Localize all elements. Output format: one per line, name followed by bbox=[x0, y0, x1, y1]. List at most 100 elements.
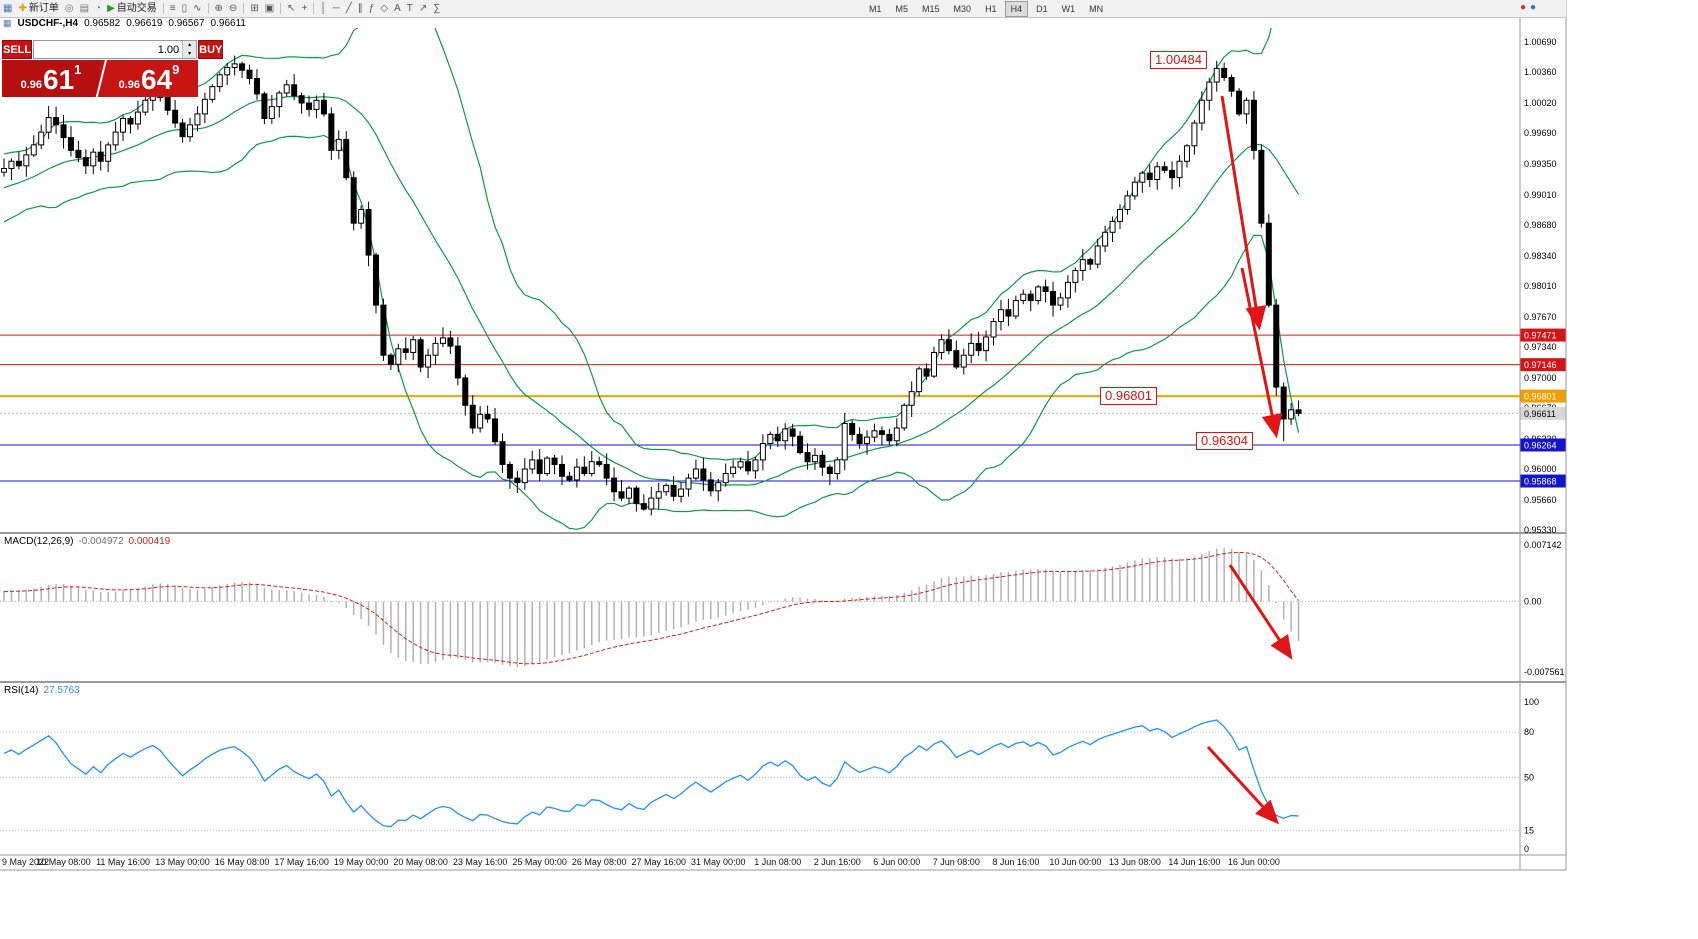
lot-input[interactable] bbox=[34, 41, 182, 58]
horizontal-line-icon[interactable]: ─ bbox=[330, 1, 343, 16]
candle bbox=[753, 460, 758, 471]
macd-trend-arrow[interactable] bbox=[1230, 565, 1290, 656]
candle bbox=[485, 414, 490, 419]
candle bbox=[679, 489, 684, 496]
candle bbox=[1177, 161, 1182, 177]
candle bbox=[865, 437, 870, 443]
trendline-icon[interactable]: ╱ bbox=[343, 1, 355, 16]
bollinger-lower-band[interactable] bbox=[4, 135, 1299, 529]
channel-icon: ∥ bbox=[358, 1, 363, 16]
chart-window-icon[interactable]: ▦ bbox=[0, 1, 15, 16]
price-axis[interactable] bbox=[1520, 28, 1566, 855]
candle bbox=[173, 110, 178, 123]
fibonacci-icon[interactable]: ƒ bbox=[366, 1, 378, 16]
macd-panel[interactable] bbox=[0, 548, 1520, 667]
lot-increase-button[interactable]: ▴ bbox=[183, 41, 196, 50]
cursor-icon: ↖ bbox=[287, 1, 295, 16]
candlesticks bbox=[2, 56, 1302, 516]
candle bbox=[567, 476, 572, 480]
sell-quote[interactable]: 0.96 61 1 bbox=[2, 60, 100, 97]
candle bbox=[894, 428, 899, 441]
arrow-tool-icon[interactable]: ↗ bbox=[416, 1, 430, 16]
candle bbox=[31, 145, 36, 155]
chart-canvas[interactable]: 1.006901.003601.000200.996900.993500.990… bbox=[0, 0, 1698, 939]
buy-quote[interactable]: 0.96 64 9 bbox=[100, 60, 198, 97]
sell-button[interactable]: SELL bbox=[2, 40, 32, 59]
candlestick-chart-icon: ▯ bbox=[182, 1, 188, 16]
arrange-windows-icon: ▣ bbox=[265, 1, 274, 16]
candle bbox=[61, 125, 66, 138]
annotation-peak-price[interactable]: 1.00484 bbox=[1150, 51, 1207, 69]
candle bbox=[1192, 123, 1197, 146]
candle bbox=[560, 464, 565, 476]
macd-bar bbox=[777, 601, 779, 602]
one-click-trading-panel: SELL ▴ ▾ BUY 0.96 61 1 0.96 64 9 bbox=[2, 40, 198, 97]
candle bbox=[582, 467, 587, 473]
macd-bar bbox=[747, 602, 749, 610]
arrange-windows-icon[interactable]: ▣ bbox=[262, 1, 277, 16]
mt4-window: ▦✚新订单◎▤◔▶自动交易 ≡▯ ∿ ⊕⊖ ⊞ ▣ ↖ + │─╱∥ƒ◇AT↗∑ M1M5M15… bbox=[0, 0, 1698, 939]
text-icon[interactable]: A bbox=[391, 1, 404, 16]
timeframe-h4-button[interactable]: H4 bbox=[1005, 1, 1029, 17]
candle bbox=[686, 478, 691, 489]
macd-bar bbox=[1231, 549, 1233, 602]
macd-bar bbox=[636, 602, 638, 638]
macd-bar bbox=[271, 589, 273, 601]
timeframe-h1-button[interactable]: H1 bbox=[979, 1, 1003, 17]
macd-bar bbox=[405, 602, 407, 661]
candle bbox=[307, 103, 312, 109]
candle bbox=[805, 453, 810, 462]
candle bbox=[976, 343, 981, 350]
main-chart-panel[interactable] bbox=[0, 0, 1520, 529]
timeframe-m30-button[interactable]: M30 bbox=[948, 1, 978, 17]
new-order-button[interactable]: ✚新订单 bbox=[15, 1, 61, 16]
candle bbox=[336, 139, 341, 150]
candle bbox=[359, 210, 364, 224]
refresh-icon[interactable]: ◔ bbox=[92, 1, 104, 16]
line-chart-icon: ∿ bbox=[193, 1, 201, 16]
candle bbox=[857, 434, 862, 443]
indicators-icon[interactable]: ∑ bbox=[430, 1, 443, 16]
timeframe-mn-button[interactable]: MN bbox=[1083, 1, 1109, 17]
macd-bar bbox=[1134, 560, 1136, 601]
channel-icon[interactable]: ∥ bbox=[355, 1, 366, 16]
line-chart-icon[interactable]: ∿ bbox=[190, 1, 204, 16]
chart-window-icon: ▦ bbox=[3, 1, 12, 16]
time-axis[interactable] bbox=[0, 855, 1520, 870]
annotation-level-price[interactable]: 0.96801 bbox=[1100, 387, 1157, 405]
timeframe-m15-button[interactable]: M15 bbox=[916, 1, 946, 17]
bollinger-middle-band[interactable] bbox=[4, 97, 1299, 486]
toolbar-separator bbox=[243, 3, 244, 14]
rsi-panel[interactable] bbox=[0, 720, 1520, 830]
timeframe-m5-button[interactable]: M5 bbox=[890, 1, 915, 17]
macd-bar bbox=[770, 602, 772, 603]
crosshair-icon[interactable]: + bbox=[299, 1, 311, 16]
shapes-icon[interactable]: ◇ bbox=[377, 1, 391, 16]
annotation-low-price[interactable]: 0.96304 bbox=[1196, 432, 1253, 450]
news-icon[interactable]: ● bbox=[1520, 2, 1526, 14]
buy-button[interactable]: BUY bbox=[198, 40, 223, 59]
profiles-icon[interactable]: ▤ bbox=[77, 1, 92, 16]
timeframe-w1-button[interactable]: W1 bbox=[1056, 1, 1082, 17]
zoom-in-icon[interactable]: ⊕ bbox=[212, 1, 226, 16]
autotrade-button[interactable]: ▶自动交易 bbox=[104, 1, 160, 16]
lot-size-field: ▴ ▾ bbox=[33, 40, 197, 59]
vertical-line-icon[interactable]: │ bbox=[317, 1, 329, 16]
zoom-out-icon[interactable]: ⊖ bbox=[226, 1, 240, 16]
macd-bar bbox=[323, 597, 325, 602]
buy-price-big: 64 bbox=[141, 65, 172, 95]
timeframe-m1-button[interactable]: M1 bbox=[863, 1, 888, 17]
crosshair-icon: + bbox=[302, 1, 308, 16]
timeframe-d1-button[interactable]: D1 bbox=[1030, 1, 1054, 17]
cursor-icon[interactable]: ↖ bbox=[284, 1, 298, 16]
compass-icon[interactable]: ◎ bbox=[62, 1, 77, 16]
candlestick-chart-icon[interactable]: ▯ bbox=[179, 1, 191, 16]
macd-bar bbox=[576, 602, 578, 651]
lot-decrease-button[interactable]: ▾ bbox=[183, 50, 196, 59]
community-icon[interactable]: ● bbox=[1530, 2, 1536, 14]
rsi-trend-arrow[interactable] bbox=[1208, 747, 1276, 821]
tile-windows-icon[interactable]: ⊞ bbox=[247, 1, 261, 16]
label-icon[interactable]: T bbox=[404, 1, 416, 16]
candle bbox=[1207, 82, 1212, 100]
bar-chart-icon[interactable]: ≡ bbox=[167, 1, 179, 16]
